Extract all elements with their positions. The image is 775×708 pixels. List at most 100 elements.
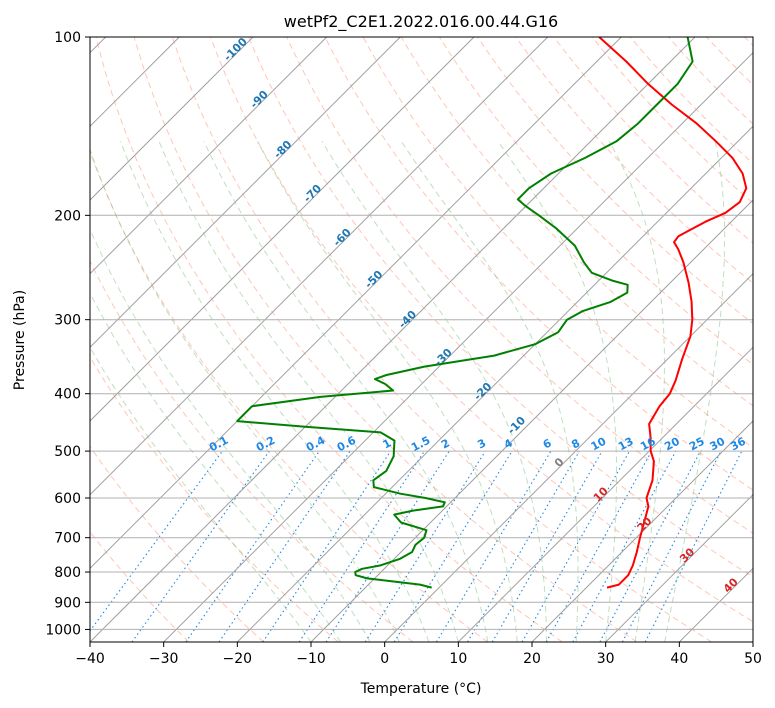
x-tick-label: 40: [670, 651, 688, 667]
mixing-ratio-line: [572, 450, 677, 642]
y-tick-label: 100: [54, 30, 81, 46]
y-tick-label: 700: [54, 531, 81, 547]
y-tick-label: 800: [54, 565, 81, 581]
x-tick-label: 10: [449, 651, 467, 667]
y-tick-label: 500: [54, 444, 81, 460]
isotherm-line: [90, 37, 475, 422]
mixing-ratio-label: 36: [728, 435, 748, 454]
isotherm-line: [310, 199, 753, 642]
moist-adiabat: [608, 141, 666, 642]
isotherm-label: -70: [301, 182, 324, 205]
x-tick-label: −20: [223, 651, 253, 667]
mixing-ratio-label: 6: [541, 436, 554, 451]
isotherm-label: -100: [221, 35, 250, 64]
x-axis-label: Temperature (°C): [360, 681, 482, 697]
mixing-ratio-line: [467, 450, 580, 642]
mixing-ratio-line: [435, 450, 552, 642]
mixing-ratio-label: 13: [616, 435, 636, 454]
dry-adiabat: [706, 37, 753, 86]
dry-adiabat: [90, 356, 339, 642]
moist-adiabat: [203, 141, 489, 642]
dry-adiabat: [133, 37, 638, 642]
moist-adiabat: [90, 147, 400, 642]
moist-adiabat: [90, 346, 312, 642]
x-tick-label: 0: [380, 651, 389, 667]
mixing-ratio-line: [262, 450, 392, 642]
dry-adiabat: [210, 37, 753, 623]
y-tick-label: 400: [54, 387, 81, 403]
mixing-ratio-line: [644, 450, 743, 642]
mixing-ratio-line: [185, 450, 320, 642]
x-tick-label: −40: [75, 651, 105, 667]
isotherm-label: -40: [396, 308, 419, 331]
isotherm-line: [457, 346, 753, 642]
chart-title: wetPf2_C2E1.2022.016.00.44.G16: [284, 12, 558, 32]
isotherm-label: 20: [635, 514, 655, 534]
dry-adiabat: [324, 37, 753, 491]
isotherm-line: [90, 37, 549, 496]
isotherm-label: 40: [721, 575, 741, 595]
temperature-profile: [598, 37, 748, 589]
x-tick-label: −30: [149, 651, 179, 667]
isotherm-label: -20: [471, 380, 494, 403]
x-tick-label: 30: [597, 651, 615, 667]
x-tick-label: 50: [744, 651, 762, 667]
mixing-ratio-line: [521, 450, 630, 642]
isotherm-label: 10: [591, 484, 611, 504]
mixing-ratio-line: [325, 450, 450, 642]
isotherm-label: -50: [362, 268, 385, 291]
moist-adiabat: [321, 141, 548, 642]
y-tick-label: 200: [54, 208, 81, 224]
dry-adiabat: [90, 445, 264, 642]
y-tick-label: 300: [54, 313, 81, 329]
isotherm-line: [531, 420, 753, 642]
mixing-ratio-label: 20: [662, 435, 682, 454]
dry-adiabat: [744, 37, 753, 47]
dry-adiabat: [95, 37, 563, 642]
mixing-ratio-label: 30: [708, 435, 728, 454]
mixing-ratio-label: 25: [687, 435, 707, 454]
mixing-ratio-label: 10: [589, 435, 609, 454]
mixing-ratio-label: 3: [475, 436, 488, 451]
y-tick-label: 1000: [45, 622, 81, 638]
dry-adiabat: [90, 150, 488, 642]
mixing-ratio-line: [131, 450, 270, 642]
isotherm-label: -10: [505, 414, 528, 437]
isotherm-line: [384, 272, 753, 642]
x-tick-label: 20: [523, 651, 541, 667]
dry-adiabat: [515, 37, 753, 284]
mixing-ratio-line: [218, 450, 351, 642]
dry-adiabat: [438, 37, 753, 366]
plot-frame: [89, 36, 754, 643]
x-tick-label: −10: [296, 651, 326, 667]
dry-adiabat: [286, 37, 753, 534]
isotherm-line: [236, 125, 753, 642]
mixing-ratio-line: [599, 450, 701, 642]
y-tick-label: 600: [54, 491, 81, 507]
isotherm-label: -60: [331, 226, 354, 249]
isotherm-label: -80: [271, 138, 294, 161]
isotherm-line: [605, 493, 753, 642]
mixing-ratio-label: 16: [638, 435, 658, 454]
dry-adiabat: [248, 37, 753, 578]
isotherm-line: [90, 37, 696, 642]
mixing-ratio-label: 2: [439, 436, 452, 451]
dry-adiabat: [171, 37, 712, 642]
mixing-ratio-line: [393, 450, 513, 642]
y-axis-label: Pressure (hPa): [12, 290, 28, 390]
dry-adiabat: [477, 37, 753, 325]
isotherm-label: -90: [248, 88, 271, 111]
isotherm-line: [90, 37, 401, 349]
mixing-ratio-line: [491, 450, 603, 642]
mixing-ratio-line: [545, 450, 653, 642]
y-tick-label: 900: [54, 595, 81, 611]
isotherm-line: [90, 37, 328, 275]
dry-adiabat: [90, 259, 414, 642]
mixing-ratio-line: [298, 450, 425, 642]
dry-adiabat: [90, 531, 190, 642]
isotherm-line: [90, 37, 254, 201]
mixing-ratio-label: 8: [569, 436, 582, 451]
isotherm-line: [752, 641, 753, 642]
